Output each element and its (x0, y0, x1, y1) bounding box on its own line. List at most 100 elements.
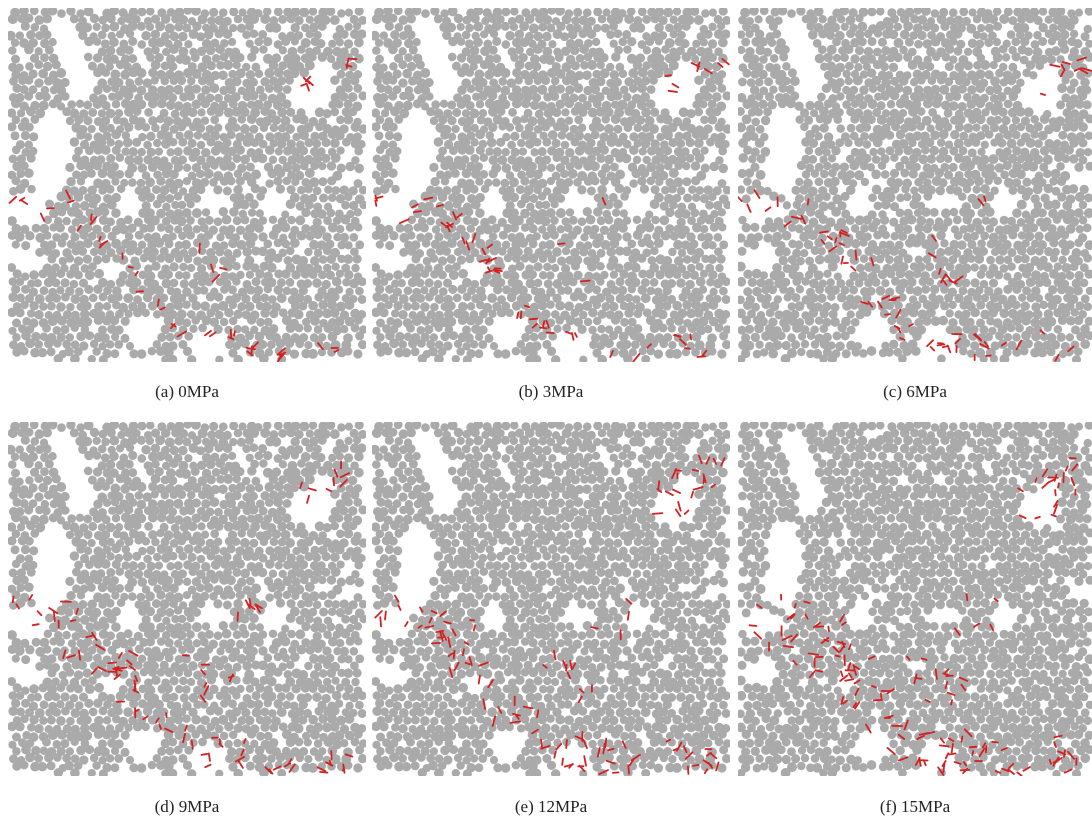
particle (349, 200, 359, 211)
particle (124, 106, 134, 117)
particle (555, 208, 566, 219)
particle (426, 185, 436, 195)
particle (854, 215, 865, 226)
particle (537, 147, 547, 157)
particle (226, 161, 236, 172)
particle (1025, 13, 1035, 24)
particle (44, 459, 54, 469)
particle (406, 61, 417, 72)
particle (213, 123, 223, 132)
particle (682, 270, 691, 280)
particle (473, 21, 484, 32)
particle (583, 160, 594, 171)
crack-mark (609, 349, 614, 358)
particle (1066, 316, 1076, 326)
particle (795, 177, 804, 187)
particle (1035, 278, 1044, 288)
particle (79, 201, 90, 211)
particle (680, 39, 690, 49)
particle (916, 215, 927, 226)
particle (1042, 340, 1052, 350)
crack-mark (461, 236, 466, 245)
particle (1025, 137, 1036, 148)
particle (521, 162, 531, 171)
particle (717, 208, 727, 217)
particle (1006, 323, 1016, 333)
particle (344, 422, 353, 431)
particle (353, 208, 363, 217)
particle (89, 247, 99, 257)
particle (701, 240, 710, 250)
particle (344, 53, 353, 63)
particle (406, 92, 415, 102)
crack-mark (983, 341, 990, 348)
particle (827, 292, 836, 302)
particle (696, 216, 706, 225)
particle (469, 62, 478, 71)
particle (945, 30, 955, 40)
particle (258, 232, 268, 242)
particle (291, 177, 300, 187)
particle (313, 230, 323, 240)
particle (402, 269, 412, 279)
particle (808, 308, 819, 318)
particle (129, 285, 139, 295)
particle (880, 199, 891, 210)
particle (840, 331, 850, 341)
particle (289, 349, 300, 359)
particle (843, 44, 854, 55)
particle (273, 454, 283, 463)
particle (662, 301, 672, 311)
particle (97, 30, 107, 40)
particle (286, 60, 297, 71)
particle (1013, 271, 1023, 281)
particle (339, 232, 349, 243)
particle (700, 146, 709, 155)
particle (331, 61, 341, 71)
particle (283, 69, 292, 78)
crack-mark (941, 345, 948, 349)
particle (486, 137, 497, 148)
particle (561, 108, 570, 117)
particle (741, 37, 751, 47)
particle (8, 444, 16, 455)
particle (478, 293, 487, 302)
particle (547, 146, 557, 156)
particle (767, 38, 777, 48)
particle (401, 348, 412, 358)
particle (629, 145, 639, 155)
particle (97, 325, 108, 335)
particle (1029, 71, 1038, 80)
particle (541, 75, 551, 86)
particle (24, 427, 34, 437)
particle (722, 185, 730, 195)
particle (292, 132, 301, 142)
particle (9, 76, 18, 86)
particle (1075, 225, 1084, 234)
particle (700, 163, 710, 173)
particle (107, 294, 117, 304)
particle (650, 13, 660, 24)
particle (601, 302, 611, 312)
crack-mark (1059, 70, 1065, 78)
particle (1021, 269, 1032, 279)
particle (278, 155, 287, 165)
particle (644, 115, 655, 126)
particle (538, 271, 548, 280)
particle (169, 76, 178, 86)
particle (262, 467, 273, 478)
crack-mark (345, 58, 350, 69)
particle (201, 162, 211, 171)
particle (714, 247, 723, 257)
particle (986, 316, 995, 326)
particle (582, 70, 592, 81)
particle (98, 277, 108, 288)
particle (398, 15, 409, 25)
particle (84, 450, 94, 461)
particle (759, 55, 768, 64)
particle (988, 307, 999, 318)
particle (183, 68, 193, 78)
particle (141, 171, 151, 180)
particle (160, 138, 171, 149)
particle (1078, 216, 1088, 225)
